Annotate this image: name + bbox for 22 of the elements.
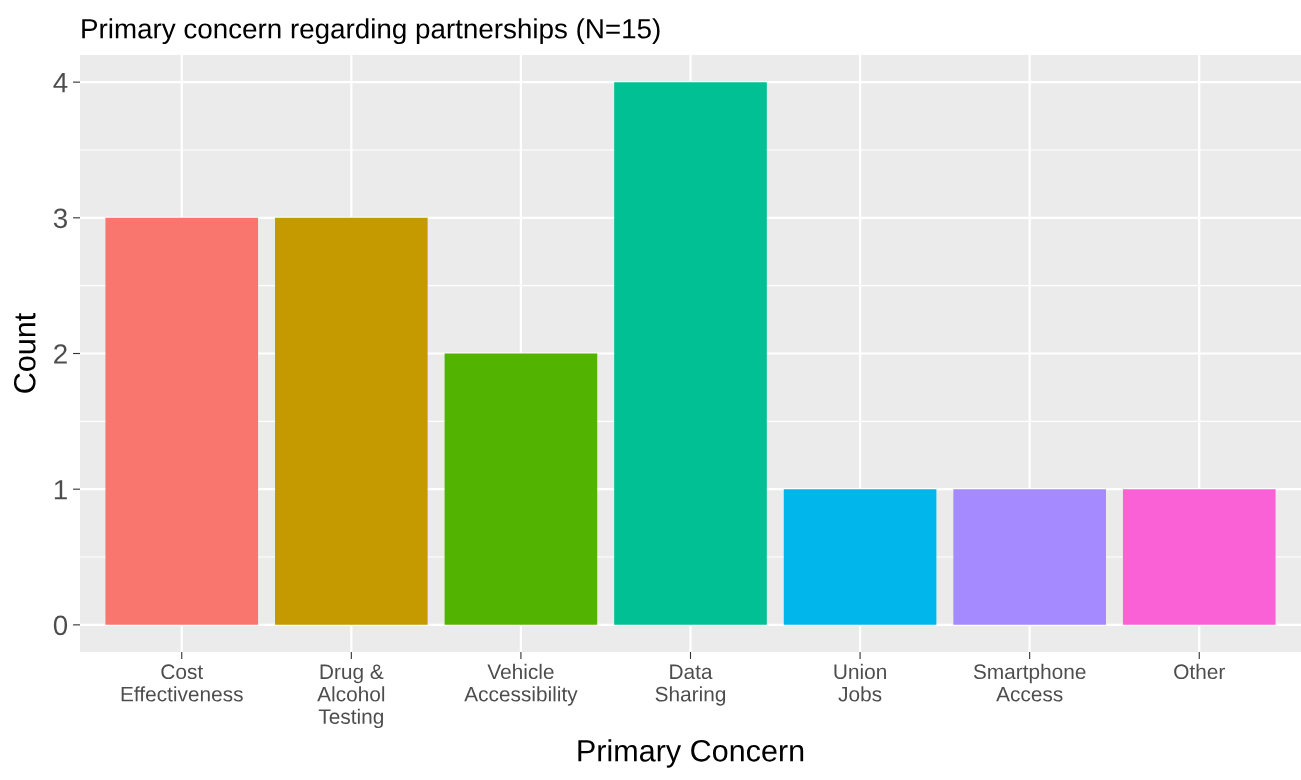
y-axis-title: Count [13, 312, 36, 393]
bar [275, 217, 428, 625]
x-tick-label: Cost Effectiveness [121, 664, 243, 702]
chart-title: Primary concern regarding partnerships (N=15) [82, 18, 660, 45]
x-axis-title: Primary Concern [578, 739, 804, 768]
bar [1122, 489, 1276, 625]
y-tick-label: 0 [53, 615, 68, 636]
x-tick-label: Smartphone Access [973, 663, 1086, 702]
y-tick-label: 3 [53, 208, 67, 229]
x-tick-label: Drug & Alcohol Testing [317, 664, 385, 729]
y-tick-label: 2 [54, 344, 67, 364]
bar [105, 217, 259, 625]
y-tick-label: 1 [54, 480, 67, 500]
bar [614, 82, 767, 625]
x-tick-label: Other [1174, 663, 1225, 680]
x-tick-label: Vehicle Accessibility [464, 663, 578, 706]
y-tick-label: 4 [53, 73, 68, 93]
bar [953, 489, 1106, 625]
x-tick-label: Data Sharing [655, 664, 726, 706]
x-tick-label: Union Jobs [834, 663, 886, 702]
bar [783, 489, 937, 625]
bar [444, 353, 598, 625]
